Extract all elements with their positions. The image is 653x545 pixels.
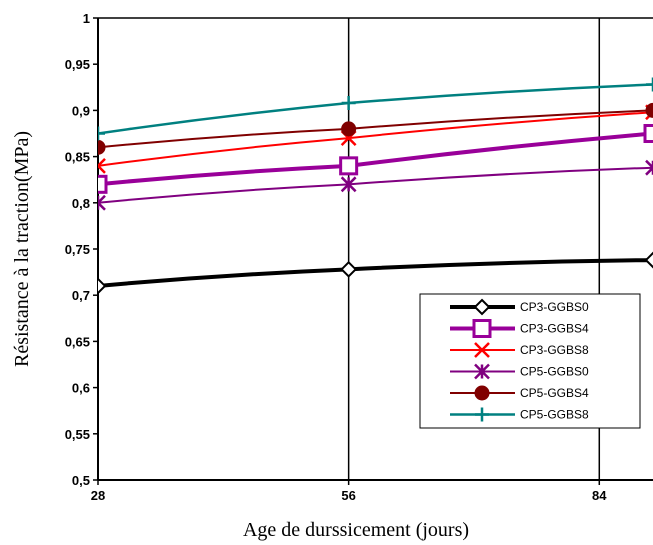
y-tick-label: 0,55 [65,427,90,442]
data-point [645,102,653,118]
y-tick-label: 0,95 [65,57,90,72]
data-point [98,139,106,155]
legend-label: CP3-GGBS8 [520,343,589,357]
data-point [472,319,492,338]
y-tick-label: 0,8 [72,196,90,211]
series-cp3-ggbs0 [98,251,653,295]
x-tick-label: 28 [91,488,105,503]
data-point [474,385,490,401]
data-point [474,342,490,358]
legend-box [419,293,641,429]
y-tick-label: 0,65 [65,334,90,349]
x-axis-title: Age de durssicement (jours) [243,519,469,541]
legend-label: CP3-GGBS0 [520,300,589,314]
data-point [644,251,653,269]
legend-label: CP3-GGBS4 [520,322,589,336]
series-line [98,166,653,204]
y-axis-title: Résistance à la traction(MPa) [11,131,33,367]
series-cp5-ggbs4 [98,102,653,155]
legend-label: CP5-GGBS8 [520,408,589,422]
data-point [340,260,358,278]
legend: CP3-GGBS0 CP3-GGBS4 CP3-GGBS8 CP5-GGBS0 CP5-… [419,293,641,429]
series-cp5-ggbs8 [98,77,653,141]
legend-item: CP5-GGBS4 [450,385,589,401]
data-point [339,156,359,176]
data-point [474,363,490,380]
series-line [98,131,653,187]
legend-label: CP5-GGBS4 [520,386,589,400]
legend-item: CP3-GGBS8 [450,342,589,358]
data-point [98,174,108,194]
series-cp5-ggbs0 [98,159,653,211]
data-point [646,77,653,92]
series-cp3-ggbs4 [98,124,653,194]
y-tick-label: 0,85 [65,150,90,165]
data-point [475,407,489,422]
data-point [340,176,357,193]
x-tick-label: 56 [341,488,355,503]
tick-labels: 0,5 0,55 0,6 0,65 0,7 0,75 0,8 0,85 0,9 0,95 1 28 56… [65,11,608,503]
data-point [645,159,653,176]
y-tick-label: 0,5 [72,473,90,488]
legend-label: CP5-GGBS0 [520,365,589,379]
y-tick-label: 0,7 [72,288,90,303]
series-line [98,258,653,288]
data-point [473,298,491,316]
data-point [98,277,107,295]
data-point [643,124,653,143]
data-point [341,96,356,111]
legend-item: CP5-GGBS8 [450,407,589,422]
data-point [98,194,106,211]
y-tick-label: 0,6 [72,381,90,396]
legend-item: CP3-GGBS4 [450,319,589,338]
y-tick-label: 0,9 [72,103,90,118]
data-point [98,157,106,174]
x-tick-label: 84 [592,488,607,503]
legend-item: CP3-GGBS0 [450,298,589,316]
y-tick-label: 0,75 [65,242,90,257]
data-point [98,126,105,141]
data-point [341,121,357,137]
legend-item: CP5-GGBS0 [450,363,589,380]
plot-area [98,77,653,295]
y-tick-label: 1 [83,11,90,26]
